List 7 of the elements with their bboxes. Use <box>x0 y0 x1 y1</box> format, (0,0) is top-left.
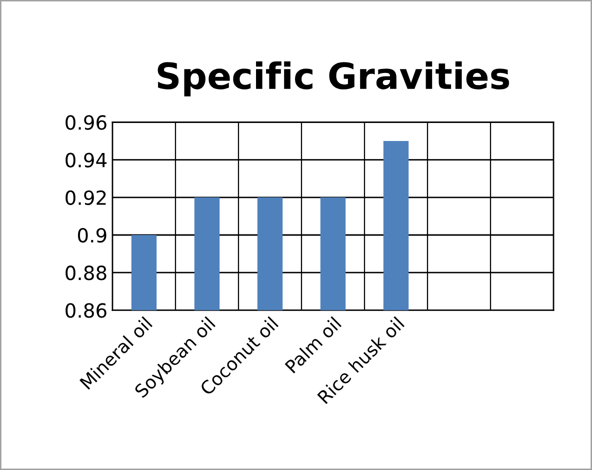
y-tick-label: 0.94 <box>66 152 107 168</box>
y-tick-label: 0.92 <box>66 190 106 206</box>
y-tick-label: 0.86 <box>66 303 106 318</box>
chart-title: Specific Gravities <box>158 61 510 96</box>
y-tick-label: 0.9 <box>78 228 106 243</box>
y-tick-label: 0.88 <box>66 266 106 280</box>
y-tick-label: 0.96 <box>66 115 106 130</box>
